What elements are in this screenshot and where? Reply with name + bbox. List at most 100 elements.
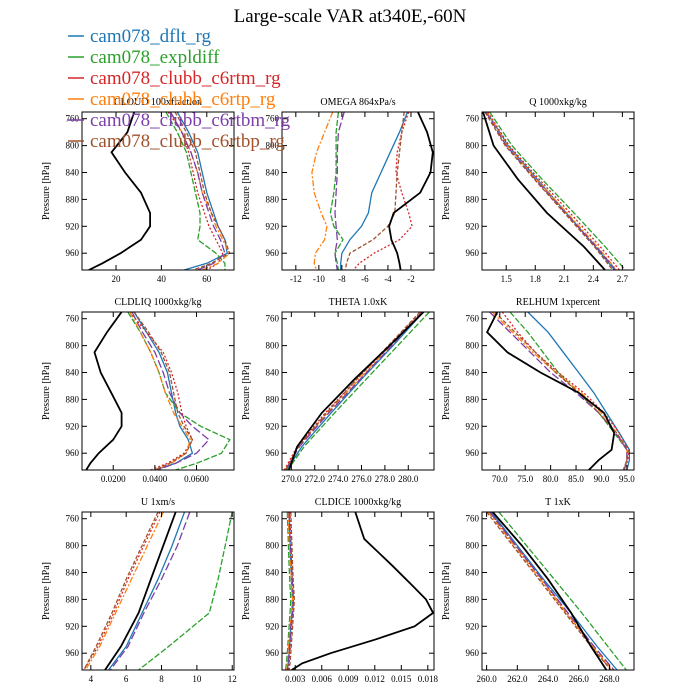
series-line-cam078_clubb_c6rtp_rg xyxy=(311,112,334,270)
y-axis-label: Pressure [hPa] xyxy=(441,162,452,220)
y-axis-label: Pressure [hPa] xyxy=(441,362,452,420)
legend: cam078_dflt_rgcam078_expldiffcam078_club… xyxy=(68,26,291,152)
series-line-cam078_expldiff xyxy=(127,312,231,470)
x-tick-label: 0.0200 xyxy=(101,474,126,484)
y-tick-label: 760 xyxy=(266,514,280,524)
x-tick-label: 1.8 xyxy=(530,274,542,284)
y-tick-label: 960 xyxy=(266,248,280,258)
x-tick-label: 10 xyxy=(192,674,202,684)
panel-2: 760 800 840 880 920 960 -12 -10 -8 -6 -4 -2 OMEGA 86… xyxy=(241,97,435,284)
series-line-cam078_clubb_c6rtbp_rg xyxy=(174,112,231,270)
x-tick-label: 270.0 xyxy=(281,474,302,484)
plot-frame xyxy=(281,111,435,271)
y-tick-label: 800 xyxy=(66,341,80,351)
panel-5: 760 800 840 880 920 960 270.0 272.0 274.0 276.0 27… xyxy=(241,297,435,484)
panel-7: 760 800 840 880 920 960 4 6 8 10 12 U 1xm/s Pressure… xyxy=(41,497,237,684)
series-group xyxy=(88,112,231,270)
x-tick-label: 12 xyxy=(228,674,237,684)
series-line-cam078_clubb_c6rtbp_rg xyxy=(288,512,296,670)
series-group xyxy=(83,512,233,670)
panel-4: 760 800 840 880 920 960 0.0200 0.0400 0.0600 CLDL… xyxy=(41,297,235,484)
y-tick-label: 880 xyxy=(66,194,80,204)
y-tick-label: 920 xyxy=(66,621,80,631)
y-tick-label: 840 xyxy=(466,368,480,378)
y-tick-label: 800 xyxy=(266,341,280,351)
x-tick-label: 95.0 xyxy=(619,474,635,484)
x-tick-label: 274.0 xyxy=(328,474,349,484)
x-tick-label: 6 xyxy=(124,674,129,684)
y-tick-label: 920 xyxy=(266,421,280,431)
y-tick-label: 840 xyxy=(266,168,280,178)
x-tick-label: 272.0 xyxy=(305,474,326,484)
series-line-cam078_clubb_c6rtm_rg xyxy=(83,512,161,670)
panel-title: RELHUM 1xpercent xyxy=(516,297,600,308)
legend-label: cam078_clubb_c6rtp_rg xyxy=(90,89,276,110)
x-tick-label: 276.0 xyxy=(351,474,372,484)
series-line-black xyxy=(88,112,152,270)
x-tick-label: 0.0600 xyxy=(184,474,209,484)
y-tick-label: 840 xyxy=(266,368,280,378)
y-axis-label: Pressure [hPa] xyxy=(41,562,52,620)
plot-frame xyxy=(281,511,435,671)
series-line-cam078_expldiff xyxy=(509,312,628,470)
series-line-cam078_expldiff xyxy=(165,112,226,270)
plot-frame xyxy=(81,511,235,671)
series-line-cam078_clubb_c6rtbp_rg xyxy=(484,112,614,270)
y-axis-label: Pressure [hPa] xyxy=(41,362,52,420)
y-tick-label: 920 xyxy=(66,421,80,431)
y-tick-label: 760 xyxy=(266,114,280,124)
series-line-cam078_dflt_rg xyxy=(527,312,631,470)
x-tick-label: 40 xyxy=(157,274,167,284)
series-line-cam078_clubb_c6rtbp_rg xyxy=(344,112,405,270)
y-tick-label: 880 xyxy=(66,394,80,404)
y-tick-label: 840 xyxy=(466,168,480,178)
series-line-cam078_clubb_c6rtbm_rg xyxy=(284,312,423,470)
series-line-cam078_clubb_c6rtm_rg xyxy=(129,312,194,470)
x-tick-label: 8 xyxy=(159,674,164,684)
panel-title: Q 1000xkg/kg xyxy=(529,97,587,108)
x-tick-label: 264.0 xyxy=(538,674,559,684)
x-tick-label: 80.0 xyxy=(543,474,559,484)
y-tick-label: 920 xyxy=(66,221,80,231)
panel-title: CLDICE 1000xkg/kg xyxy=(315,497,401,508)
series-line-cam078_dflt_rg xyxy=(340,112,409,270)
y-tick-label: 800 xyxy=(466,541,480,551)
y-tick-label: 960 xyxy=(466,448,480,458)
series-line-cam078_clubb_c6rtp_rg xyxy=(84,512,164,670)
series-line-cam078_clubb_c6rtm_rg xyxy=(487,112,621,270)
y-axis-label: Pressure [hPa] xyxy=(241,562,252,620)
x-tick-label: -10 xyxy=(313,274,325,284)
panel-title: THETA 1.0xK xyxy=(329,297,388,308)
y-tick-label: 960 xyxy=(266,448,280,458)
y-tick-label: 920 xyxy=(466,421,480,431)
series-line-black xyxy=(288,312,425,470)
series-line-black xyxy=(492,512,608,670)
x-tick-label: 262.0 xyxy=(507,674,528,684)
y-tick-label: 800 xyxy=(466,341,480,351)
y-tick-label: 760 xyxy=(466,314,480,324)
series-group xyxy=(85,312,231,470)
y-tick-label: 760 xyxy=(266,314,280,324)
x-tick-label: 268.0 xyxy=(599,674,620,684)
x-tick-label: -2 xyxy=(407,274,415,284)
y-tick-label: 960 xyxy=(466,248,480,258)
series-line-black xyxy=(482,112,606,270)
y-tick-label: 760 xyxy=(66,114,80,124)
y-tick-label: 800 xyxy=(66,141,80,151)
y-tick-label: 960 xyxy=(66,648,80,658)
series-line-cam078_expldiff xyxy=(284,512,292,670)
y-axis-label: Pressure [hPa] xyxy=(241,362,252,420)
series-line-cam078_clubb_c6rtp_rg xyxy=(486,112,618,270)
x-tick-label: 75.0 xyxy=(517,474,533,484)
plot-frame xyxy=(481,111,635,271)
y-tick-label: 800 xyxy=(266,541,280,551)
series-line-black xyxy=(486,312,616,470)
series-line-cam078_dflt_rg xyxy=(286,312,424,470)
y-tick-label: 840 xyxy=(466,568,480,578)
series-line-black xyxy=(104,512,177,670)
x-tick-label: 60 xyxy=(202,274,212,284)
series-line-cam078_dflt_rg xyxy=(490,512,618,670)
figure-title: Large-scale VAR at340E,-60N xyxy=(234,6,467,27)
x-tick-label: 20 xyxy=(112,274,122,284)
